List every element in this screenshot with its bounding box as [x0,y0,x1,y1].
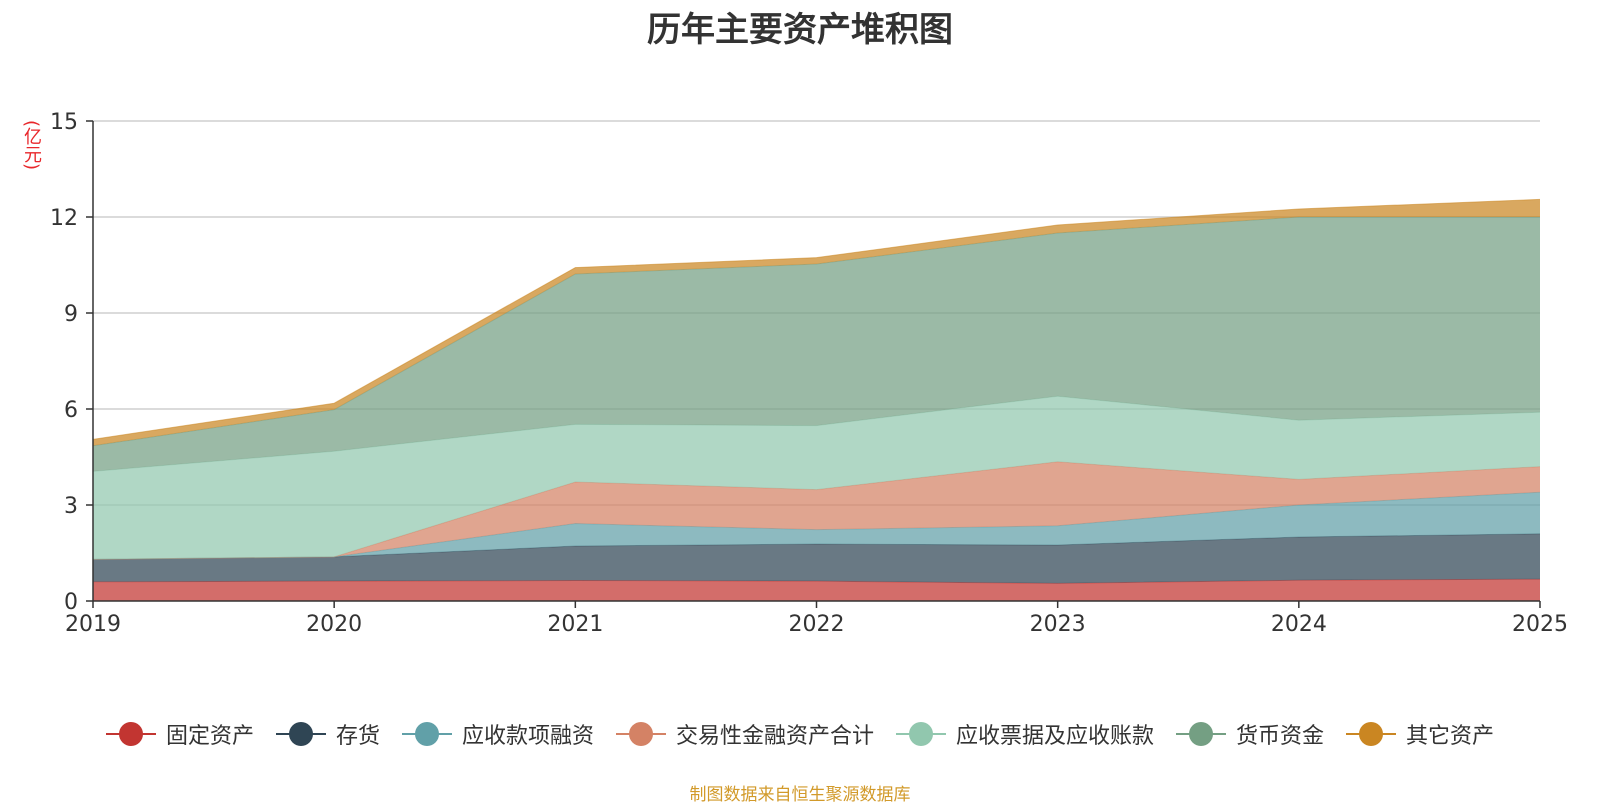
legend-marker-icon [1176,722,1227,746]
legend-marker-icon [401,722,452,746]
area-应收票据及应收账款 [93,396,1540,560]
legend-item[interactable]: 存货 [275,718,380,750]
legend-item[interactable]: 应收款项融资 [401,718,594,750]
area-应收款项融资 [93,492,1540,560]
y-tick-label: 6 [64,398,78,423]
area-固定资产 [93,579,1540,601]
stacked-area-chart: 0 3 6 9 12 15 2019 2020 2021 2022 2023 2024 2025 [50,110,1568,637]
legend-label: 固定资产 [165,724,254,749]
legend-marker-icon [275,722,326,746]
legend-label: 交易性金融资产合计 [675,724,874,749]
legend-label: 应收票据及应收账款 [956,724,1155,749]
legend-label: 应收款项融资 [461,724,594,749]
x-tick-label: 2022 [789,612,845,637]
legend-item[interactable]: 其它资产 [1346,718,1494,750]
legend-marker-icon [896,722,946,746]
legend-item[interactable]: 货币资金 [1176,718,1324,750]
y-tick-label: 9 [64,302,78,327]
y-tick-label: 3 [64,494,78,519]
legend: 固定资产 存货 应收款项融资 交易性金融资产合计 应收票据及应收账款 货币资金 其它资产 [0,718,1600,750]
legend-label: 货币资金 [1236,724,1325,749]
legend-item[interactable]: 应收票据及应收账款 [896,718,1154,750]
legend-label: 存货 [335,724,380,749]
area-其它资产 [93,199,1540,446]
legend-item[interactable]: 固定资产 [105,718,254,750]
x-tick-label: 2021 [547,612,603,637]
y-tick-label: 12 [50,206,78,231]
series-line-其它资产 [92,198,1541,440]
legend-marker-icon [615,722,666,746]
x-tick-label: 2024 [1271,612,1327,637]
y-tick-label: 15 [50,110,78,135]
y-tick-label: 0 [64,590,78,615]
legend-marker-icon [1346,722,1397,746]
x-tick-label: 2025 [1512,612,1568,637]
legend-marker-icon [105,722,156,746]
legend-label: 其它资产 [1406,724,1495,749]
y-axis-unit-label: (亿元) [21,120,42,171]
x-tick-label: 2020 [306,612,362,637]
x-tick-label: 2023 [1030,612,1086,637]
data-source-footer: 制图数据来自恒生聚源数据库 [689,785,911,805]
chart-title: 历年主要资产堆积图 [647,10,953,50]
area-货币资金 [93,217,1540,472]
x-tick-label: 2019 [65,612,121,637]
legend-item[interactable]: 交易性金融资产合计 [615,718,874,750]
area-存货 [93,533,1540,584]
area-交易性金融资产合计 [93,461,1540,560]
